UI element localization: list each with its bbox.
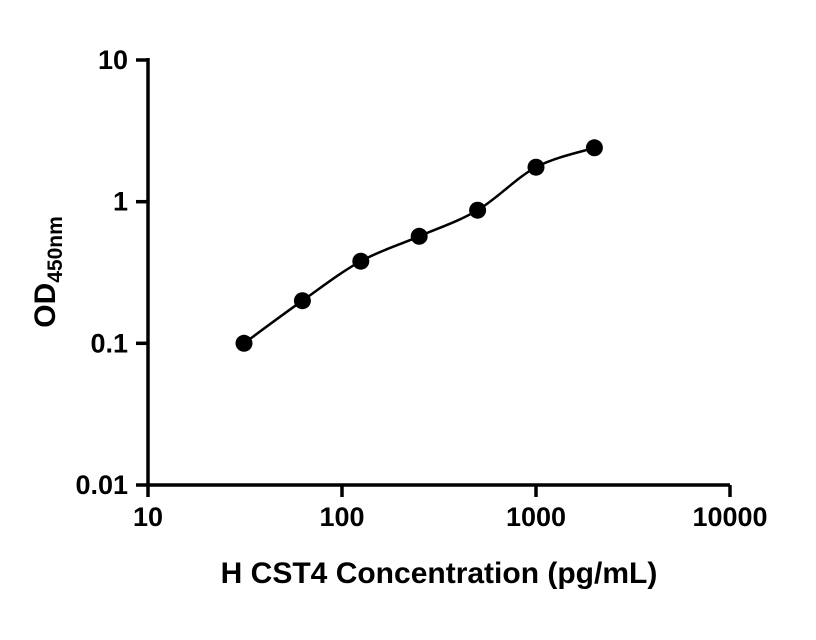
x-axis-title: H CST4 Concentration (pg/mL) <box>221 557 658 590</box>
data-point <box>293 292 311 310</box>
y-axis-title: OD450nm <box>29 216 67 328</box>
data-point <box>410 227 428 245</box>
x-tick-label: 1000 <box>506 502 566 532</box>
x-tick-label: 100 <box>319 502 364 532</box>
y-tick-label: 0.01 <box>75 470 128 500</box>
data-point <box>235 334 253 352</box>
y-tick-label: 1 <box>113 187 128 217</box>
x-tick-label: 10 <box>133 502 163 532</box>
fit-curve <box>243 146 595 345</box>
data-point <box>469 201 487 219</box>
y-tick-label: 10 <box>98 45 128 75</box>
data-point <box>352 252 370 270</box>
y-axis-title-main: OD <box>29 283 62 328</box>
data-point <box>585 139 603 157</box>
x-tick-label: 10000 <box>692 502 767 532</box>
data-point <box>527 158 545 176</box>
y-tick-label: 0.1 <box>90 328 128 358</box>
y-axis-title-subscript: 450nm <box>44 216 67 283</box>
